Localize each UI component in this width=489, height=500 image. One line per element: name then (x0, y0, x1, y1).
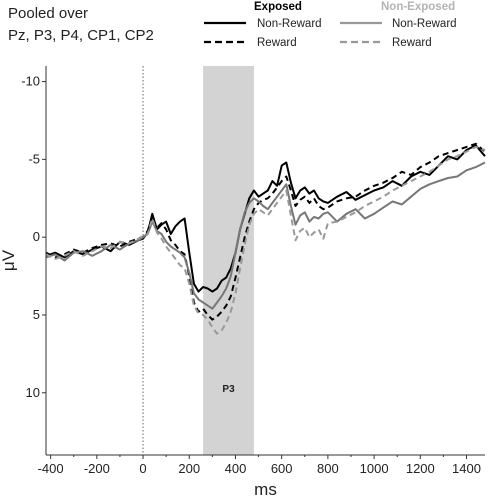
p3-shaded-band (203, 66, 254, 455)
y-tick-label: 0 (33, 229, 40, 244)
legend: Exposed Non-Reward Reward Non-Exposed No… (204, 1, 457, 49)
series-layer (45, 142, 486, 335)
x-tick-label: 200 (178, 461, 200, 476)
series-line-non-exposed-non-reward (45, 161, 486, 310)
pooled-title-line-1: Pooled over (8, 5, 88, 22)
y-ticks: -10 -5 0 5 10 (21, 74, 46, 400)
x-tick-label: -400 (38, 461, 64, 476)
series-line-non-exposed-reward (45, 145, 486, 335)
legend-heading-exposed: Exposed (254, 1, 302, 13)
x-tick-label: 600 (271, 461, 293, 476)
x-tick-label: 1000 (360, 461, 389, 476)
legend-label-exposed-nonreward: Non-Reward (257, 18, 322, 30)
y-axis-title: μV (0, 249, 18, 271)
series-line-exposed-reward (45, 142, 486, 321)
x-tick-label: 1200 (406, 461, 435, 476)
legend-label-nonexposed-nonreward: Non-Reward (392, 18, 457, 30)
legend-heading-nonexposed: Non-Exposed (381, 1, 455, 13)
x-tick-label: 1400 (452, 461, 481, 476)
x-ticks: -400 -200 0 200 400 600 800 1000 1200 1400 (38, 455, 481, 476)
x-tick-label: -200 (84, 461, 110, 476)
pooled-title-line-2: Pz, P3, P4, CP1, CP2 (8, 27, 154, 44)
y-tick-label: -5 (28, 151, 40, 166)
x-axis-title: ms (254, 480, 277, 499)
p3-band-label: P3 (222, 384, 235, 395)
x-tick-label: 0 (139, 461, 146, 476)
legend-label-nonexposed-reward: Reward (392, 37, 432, 49)
x-tick-label: 400 (225, 461, 247, 476)
y-tick-label: 10 (26, 385, 40, 400)
legend-label-exposed-reward: Reward (257, 37, 297, 49)
x-tick-label: 800 (317, 461, 339, 476)
y-tick-label: 5 (33, 307, 40, 322)
y-tick-label: -10 (21, 74, 40, 89)
